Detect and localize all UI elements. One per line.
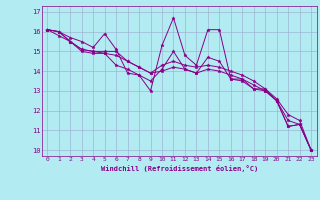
X-axis label: Windchill (Refroidissement éolien,°C): Windchill (Refroidissement éolien,°C) [100, 165, 258, 172]
